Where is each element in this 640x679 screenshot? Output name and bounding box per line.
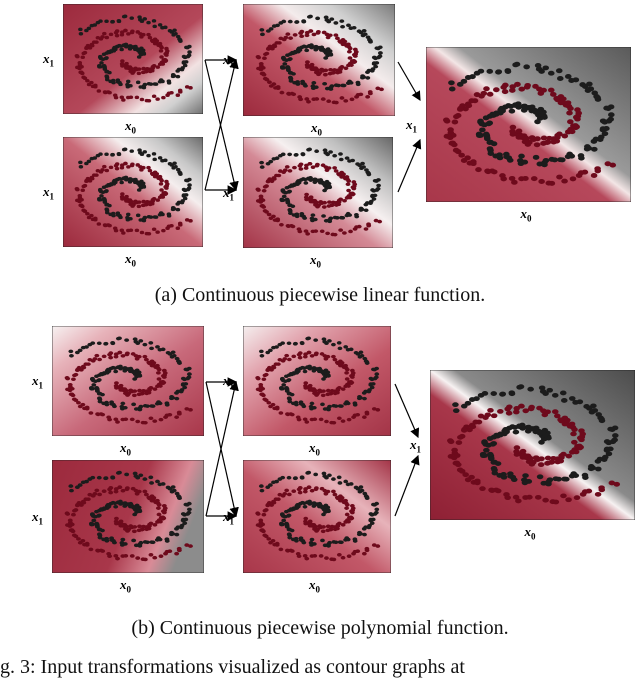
- x-axis-label: x0: [309, 440, 320, 458]
- contour-panel-a-out: [426, 47, 631, 202]
- contour-panel-a-bl: [63, 137, 203, 247]
- x-axis-label: x0: [120, 577, 131, 595]
- arrow-b-3: [205, 380, 239, 517]
- y-axis-label: x1: [223, 508, 234, 527]
- class-0-points: [68, 470, 192, 548]
- y-axis-label: x1: [223, 52, 234, 70]
- y-axis-label: x1: [32, 508, 43, 527]
- class-1-points: [255, 29, 384, 105]
- arrow-b-5: [394, 383, 420, 439]
- x-axis-label: x0: [125, 251, 136, 269]
- caption-a: (a) Continuous piecewise linear function…: [154, 284, 486, 306]
- arrow-a-6: [397, 138, 422, 193]
- figure-caption: g. 3: Input transformations visualized a…: [0, 656, 465, 678]
- class-0-points: [448, 61, 615, 168]
- x-axis-label: x0: [311, 120, 322, 138]
- x-axis-label: x0: [125, 118, 136, 136]
- class-1-points: [443, 81, 617, 186]
- y-axis-label: x1: [410, 437, 421, 455]
- x-axis-label: x0: [524, 524, 536, 542]
- class-1-points: [64, 485, 193, 562]
- x-axis-label: x0: [309, 577, 320, 595]
- y-axis-label: x1: [43, 184, 54, 202]
- y-axis-label: x1: [223, 373, 234, 391]
- contour-panel-b-br: [243, 460, 391, 573]
- contour-panel-a-tr: [243, 4, 395, 116]
- x-axis-label: x0: [120, 440, 131, 458]
- contour-panel-b-out: [430, 370, 635, 520]
- y-axis-label: x1: [43, 51, 54, 69]
- caption-b: (b) Continuous piecewise polynomial func…: [131, 617, 509, 639]
- contour-panel-b-tr: [243, 326, 391, 436]
- class-0-points: [78, 14, 192, 90]
- class-0-points: [258, 336, 380, 412]
- y-axis-label: x1: [223, 184, 234, 203]
- class-0-points: [68, 336, 192, 412]
- class-0-points: [452, 384, 619, 487]
- x-axis-label: x0: [520, 206, 532, 224]
- x-axis-label: x0: [310, 252, 321, 270]
- class-0-points: [259, 147, 381, 224]
- class-0-points: [258, 470, 380, 548]
- class-0-points: [78, 147, 192, 223]
- class-1-points: [255, 161, 383, 237]
- class-1-points: [64, 350, 193, 425]
- arrow-a-5: [397, 61, 421, 102]
- class-1-points: [447, 403, 621, 505]
- contour-panel-b-tl: [52, 326, 204, 436]
- contour-panel-a-tl: [63, 4, 203, 114]
- y-axis-label: x1: [32, 373, 43, 391]
- class-1-points: [74, 161, 193, 236]
- arrow-a-3: [204, 58, 239, 191]
- class-0-points: [259, 14, 383, 91]
- y-axis-label: x1: [406, 116, 417, 135]
- class-1-points: [255, 485, 381, 562]
- class-1-points: [255, 350, 381, 425]
- arrow-b-2: [205, 381, 239, 518]
- class-1-points: [74, 28, 193, 103]
- arrow-a-2: [204, 59, 239, 192]
- contour-panel-b-bl: [52, 460, 204, 573]
- arrow-b-6: [394, 454, 420, 517]
- contour-panel-a-br: [243, 137, 393, 248]
